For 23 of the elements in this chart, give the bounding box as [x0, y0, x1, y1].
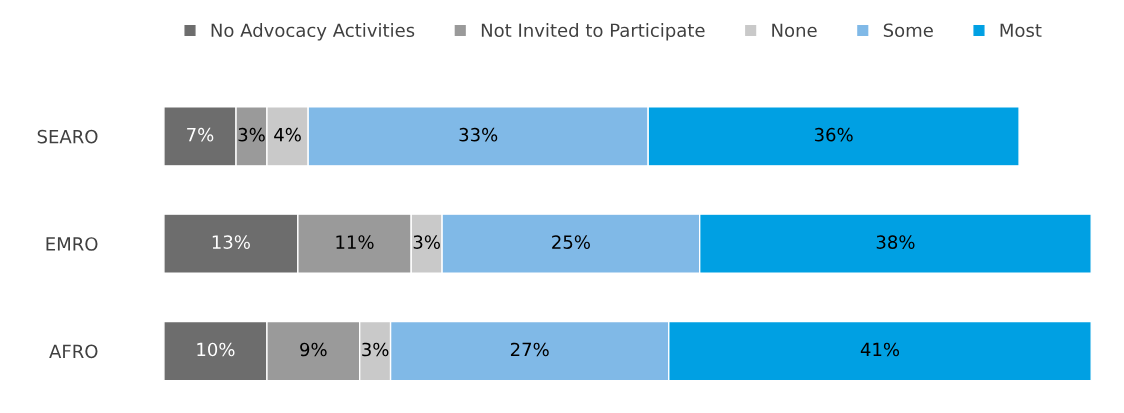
- data-label: 4%: [274, 127, 301, 142]
- data-label: 41%: [860, 342, 900, 357]
- data-label: 7%: [187, 127, 214, 142]
- legend-label: Most: [1000, 23, 1042, 38]
- data-label: 38%: [876, 235, 915, 249]
- data-label: 10%: [197, 342, 235, 357]
- data-label: 36%: [814, 127, 853, 142]
- data-label: 25%: [552, 235, 590, 249]
- legend-label: No Advocacy Activities: [211, 23, 415, 41]
- data-label: 13%: [212, 235, 250, 249]
- data-label: 3%: [413, 235, 440, 249]
- legend-label: None: [772, 23, 817, 38]
- data-label: 27%: [510, 342, 549, 357]
- y-tick-label: AFRO: [49, 344, 98, 359]
- data-label: 3%: [238, 127, 265, 142]
- data-label: 9%: [300, 342, 327, 357]
- data-label: 3%: [362, 342, 389, 357]
- legend-label: Some: [883, 23, 933, 38]
- y-tick-label: SEARO: [37, 129, 98, 144]
- data-label: 11%: [336, 235, 374, 249]
- y-tick-label: EMRO: [46, 237, 98, 251]
- legend-label: Not Invited to Participate: [481, 23, 705, 41]
- data-label: 33%: [459, 127, 498, 142]
